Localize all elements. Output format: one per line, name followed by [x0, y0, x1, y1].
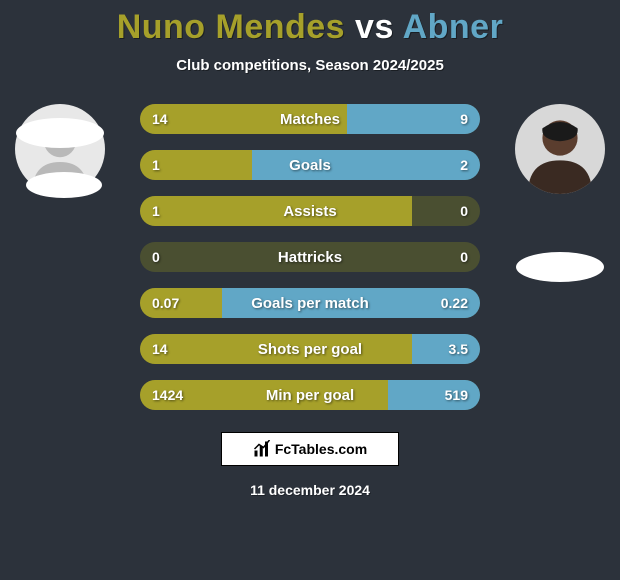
stat-label: Goals [289, 157, 331, 174]
stat-value-right: 519 [445, 387, 468, 403]
stat-label: Assists [283, 203, 336, 220]
stat-value-left: 1 [152, 203, 160, 219]
stat-fill-right [252, 150, 480, 180]
stat-value-left: 1424 [152, 387, 183, 403]
comparison-title: Nuno Mendes vs Abner [0, 0, 620, 47]
vs-text: vs [355, 8, 394, 46]
date-text: 11 december 2024 [0, 482, 620, 498]
stat-value-left: 14 [152, 341, 168, 357]
chart-icon [253, 440, 271, 458]
player1-flag-1 [16, 118, 104, 148]
stat-row: Assists 1 0 [140, 196, 480, 226]
branding-badge[interactable]: FcTables.com [221, 432, 399, 466]
player2-avatar [515, 104, 605, 194]
stat-row: Goals per match 0.07 0.22 [140, 288, 480, 318]
stat-value-left: 0.07 [152, 295, 179, 311]
stat-label: Min per goal [266, 387, 354, 404]
stat-value-right: 0.22 [441, 295, 468, 311]
player2-flag-1 [516, 252, 604, 282]
comparison-content: Matches 14 9 Goals 1 2 Assists 1 0 Hattricks 0 0 Goa… [0, 104, 620, 410]
stat-value-right: 0 [460, 249, 468, 265]
stat-row: Min per goal 1424 519 [140, 380, 480, 410]
stat-value-right: 2 [460, 157, 468, 173]
stat-label: Matches [280, 111, 340, 128]
stat-value-left: 1 [152, 157, 160, 173]
stat-bars: Matches 14 9 Goals 1 2 Assists 1 0 Hattricks 0 0 Goa… [140, 104, 480, 410]
branding-text: FcTables.com [275, 441, 367, 457]
stat-fill-right [412, 334, 480, 364]
stat-row: Goals 1 2 [140, 150, 480, 180]
stat-value-right: 3.5 [449, 341, 468, 357]
stat-label: Hattricks [278, 249, 342, 266]
player1-name: Nuno Mendes [117, 8, 345, 46]
stat-row: Matches 14 9 [140, 104, 480, 134]
stat-row: Shots per goal 14 3.5 [140, 334, 480, 364]
player1-flag-2 [26, 172, 102, 198]
stat-row: Hattricks 0 0 [140, 242, 480, 272]
stat-value-left: 14 [152, 111, 168, 127]
stat-label: Goals per match [251, 295, 369, 312]
stat-value-right: 0 [460, 203, 468, 219]
stat-value-left: 0 [152, 249, 160, 265]
person-icon [520, 114, 600, 194]
subtitle: Club competitions, Season 2024/2025 [0, 57, 620, 74]
player2-name: Abner [403, 8, 504, 46]
stat-value-right: 9 [460, 111, 468, 127]
stat-fill-left [140, 196, 412, 226]
stat-label: Shots per goal [258, 341, 362, 358]
